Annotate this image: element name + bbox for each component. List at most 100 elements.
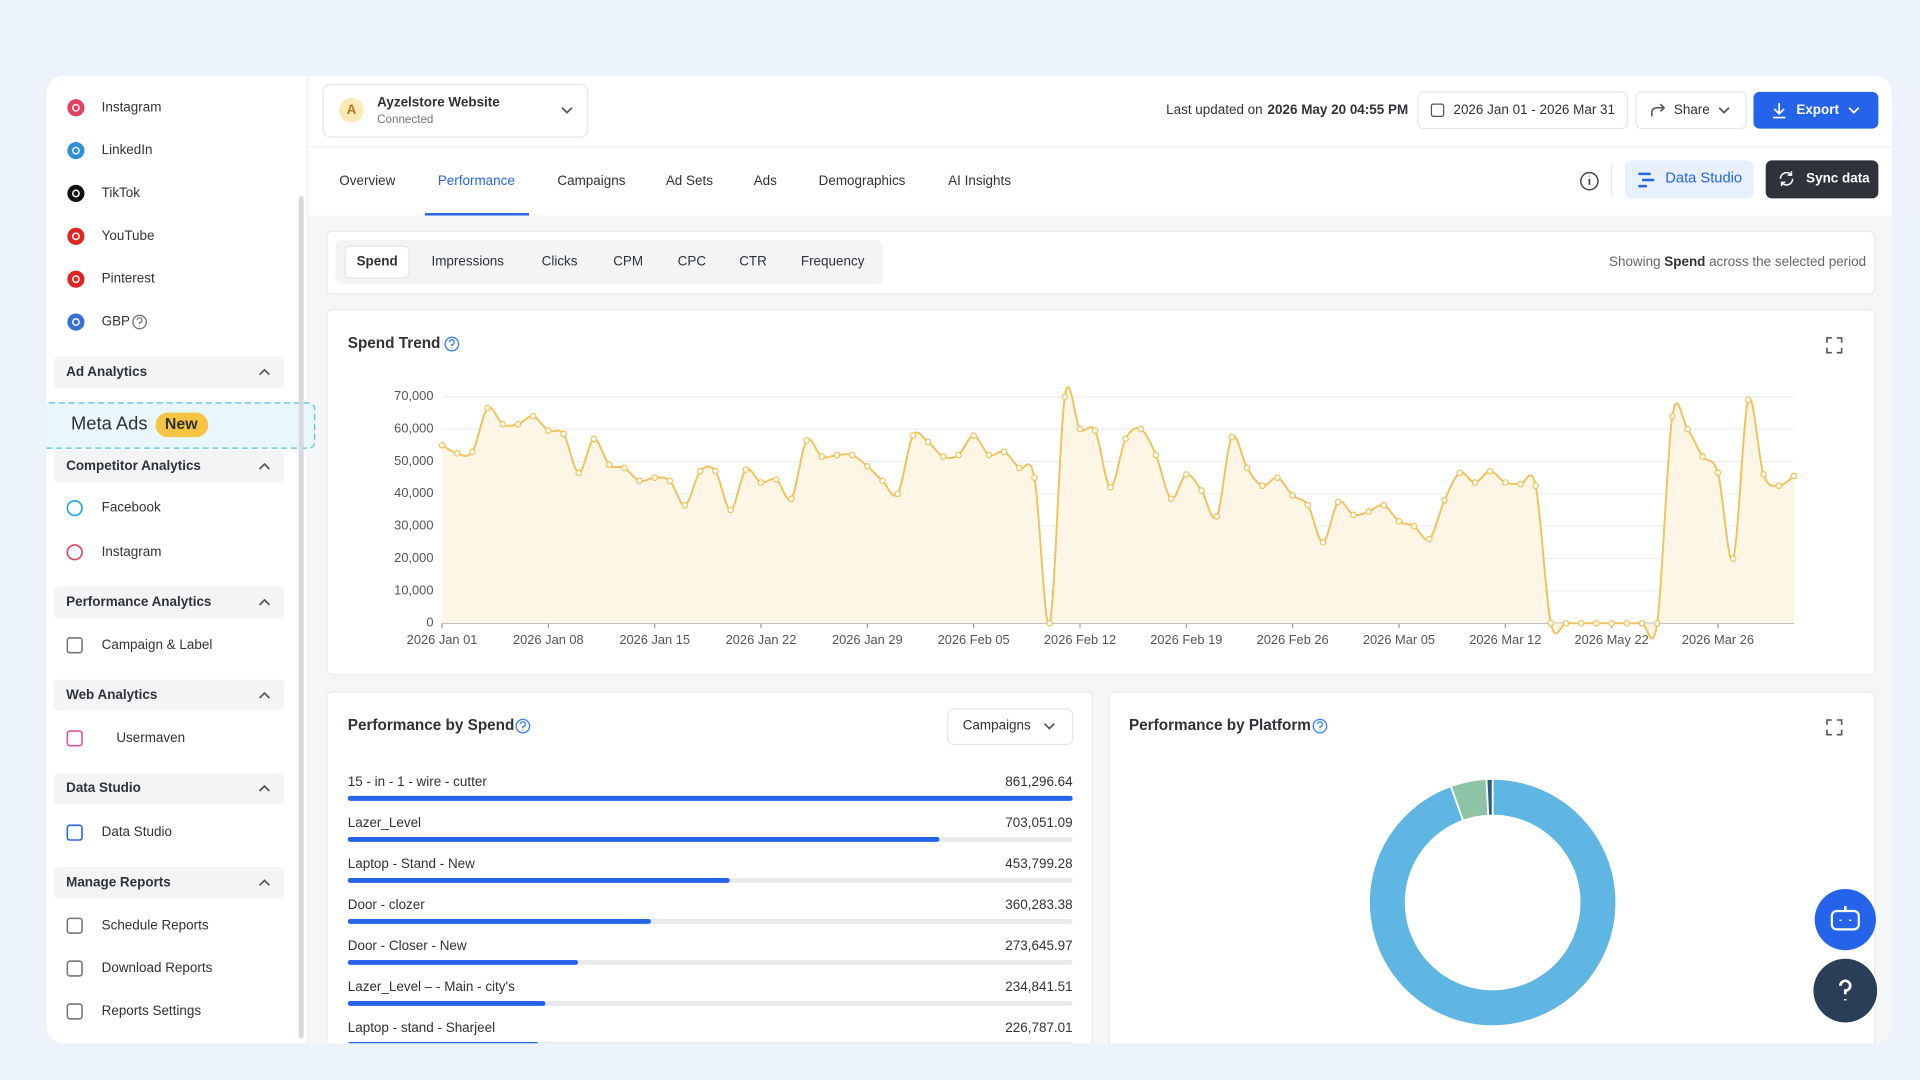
- point: [529, 412, 537, 420]
- sidebar-item[interactable]: GBP: [102, 314, 130, 329]
- metric-tab[interactable]: CTR: [739, 254, 767, 269]
- data-studio-button[interactable]: [1624, 160, 1754, 199]
- chevron-icon: [258, 691, 270, 699]
- sidebar-item[interactable]: Facebook: [102, 500, 161, 515]
- point: [1532, 482, 1539, 490]
- metric-tab[interactable]: Spend: [357, 254, 398, 269]
- point: [1760, 471, 1767, 478]
- assistant-button[interactable]: [1814, 888, 1876, 951]
- point: [1380, 501, 1388, 509]
- bar-value: 861,296.64: [1005, 774, 1073, 789]
- point: [1167, 495, 1175, 502]
- badge-label: New: [165, 416, 198, 433]
- account-select[interactable]: [322, 83, 589, 138]
- point: [1213, 513, 1220, 520]
- sidebar-item[interactable]: Meta Ads: [71, 413, 148, 434]
- metric-tab[interactable]: Frequency: [801, 254, 865, 269]
- point: [1015, 464, 1023, 472]
- meta-icon: [27, 419, 46, 431]
- section-header[interactable]: Manage Reports: [66, 874, 171, 889]
- section-header[interactable]: Ad Analytics: [66, 364, 147, 379]
- x-tick-label: 2026 Mar 12: [1469, 632, 1541, 647]
- export-icon: [1773, 102, 1786, 119]
- chart-title: Spend Trend: [348, 335, 441, 352]
- point: [818, 453, 826, 460]
- nav-tab[interactable]: Campaigns: [557, 173, 625, 188]
- section-header-bg: [53, 679, 285, 712]
- chevron-icon: [258, 368, 270, 376]
- chevron-icon: [258, 784, 270, 792]
- point: [1183, 471, 1190, 478]
- calendar-icon: [1430, 103, 1445, 117]
- sidebar-item[interactable]: LinkedIn: [102, 142, 153, 157]
- avatar-letter: A: [347, 102, 357, 117]
- nav-tab[interactable]: Ad Sets: [666, 173, 713, 188]
- bar-value: 453,799.28: [1005, 856, 1072, 871]
- badge: [155, 412, 209, 438]
- chart-title: Performance by Platform: [1129, 717, 1311, 734]
- bar: [347, 1042, 539, 1044]
- sidebar-item[interactable]: Data Studio: [102, 824, 172, 839]
- point: [1274, 474, 1281, 481]
- nav-tab[interactable]: Performance: [438, 173, 515, 188]
- share-button[interactable]: [1635, 91, 1747, 130]
- nav-tab[interactable]: Ads: [754, 173, 777, 188]
- item-icon: [66, 637, 83, 654]
- data-studio-icon: [1638, 172, 1655, 188]
- section-header[interactable]: Web Analytics: [66, 687, 157, 702]
- section-header[interactable]: Competitor Analytics: [66, 458, 201, 473]
- chevron-icon: [1848, 107, 1860, 114]
- sidebar-item[interactable]: YouTube: [102, 228, 155, 243]
- export-button[interactable]: [1753, 91, 1879, 129]
- point: [1577, 619, 1585, 627]
- nav-tab[interactable]: Overview: [339, 173, 395, 188]
- help-icon: [1312, 718, 1328, 734]
- platform-icon: [67, 270, 85, 288]
- point: [1593, 619, 1600, 627]
- sync-button[interactable]: [1765, 160, 1879, 199]
- sidebar-item[interactable]: Instagram: [102, 99, 162, 114]
- point: [1745, 396, 1752, 404]
- sidebar-item[interactable]: Campaign & Label: [102, 637, 213, 652]
- point: [1653, 619, 1661, 627]
- sidebar-item[interactable]: Download Reports: [102, 960, 213, 975]
- dropdown[interactable]: [947, 708, 1074, 746]
- nav-tab[interactable]: AI Insights: [948, 173, 1011, 188]
- sidebar-item[interactable]: Reports Settings: [102, 1003, 202, 1018]
- point: [666, 477, 674, 485]
- point: [514, 420, 522, 428]
- point: [1304, 501, 1312, 509]
- chevron-icon: [258, 879, 270, 886]
- sidebar-item[interactable]: Instagram: [102, 544, 162, 559]
- point: [484, 404, 491, 412]
- area: [442, 387, 1794, 639]
- sidebar-item[interactable]: Pinterest: [102, 271, 155, 286]
- point: [1608, 619, 1615, 627]
- sidebar-item[interactable]: Schedule Reports: [102, 917, 209, 932]
- metric-tab[interactable]: Clicks: [542, 254, 578, 269]
- bar-value: 273,645.97: [1005, 938, 1072, 953]
- active-tab-underline: [424, 213, 529, 216]
- date-range-button[interactable]: [1417, 91, 1628, 130]
- item-icon: [66, 1003, 83, 1020]
- info-icon: [1580, 171, 1599, 191]
- metric-tab-active: [344, 245, 410, 279]
- point: [1684, 425, 1691, 433]
- point: [1714, 469, 1722, 477]
- x-tick-label: 2026 Jan 15: [619, 632, 690, 647]
- nav-tab[interactable]: Demographics: [819, 173, 906, 188]
- section-header[interactable]: Performance Analytics: [66, 594, 211, 609]
- x-tick-label: 2026 Feb 05: [938, 632, 1010, 647]
- data-studio-label: Data Studio: [1665, 171, 1742, 187]
- point: [1775, 482, 1782, 490]
- section-header[interactable]: Data Studio: [66, 780, 141, 795]
- y-tick-label: 50,000: [394, 453, 433, 468]
- metric-tab[interactable]: CPC: [678, 254, 707, 269]
- sidebar-item[interactable]: Usermaven: [116, 730, 185, 745]
- metric-tab[interactable]: CPM: [613, 254, 643, 269]
- avatar: [339, 97, 364, 123]
- point: [727, 506, 734, 514]
- sidebar-item[interactable]: TikTok: [102, 185, 141, 200]
- chevron-icon: [258, 598, 270, 606]
- metric-tab[interactable]: Impressions: [431, 254, 504, 269]
